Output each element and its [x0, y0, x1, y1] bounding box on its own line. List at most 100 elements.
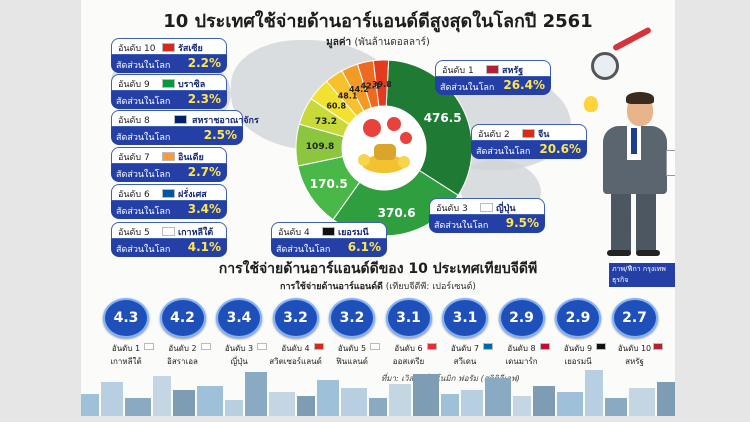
- country-name: ญี่ปุ่น: [496, 204, 516, 214]
- country-label-rank-9: อันดับ 9 บราซิล สัดส่วนในโลก 2.3%: [111, 74, 227, 110]
- share-label: สัดส่วนในโลก: [440, 83, 495, 93]
- share-label: สัดส่วนในโลก: [476, 147, 531, 157]
- businessman-shoe: [607, 250, 631, 256]
- gdp-value-bubble: 2.9: [498, 298, 545, 338]
- share-value: 2.2%: [187, 56, 221, 70]
- slice-value-label: 370.6: [378, 206, 416, 220]
- country-label-rank-2: อันดับ 2 จีนสัดส่วนในโลก 20.6%: [471, 124, 587, 160]
- rank-text: อันดับ 6: [118, 190, 150, 200]
- gdp-rank-text: อันดับ 9: [563, 344, 593, 353]
- gdp-country-label: อันดับ 3 ญี่ปุ่น: [209, 342, 269, 368]
- flag-icon: [200, 343, 211, 350]
- share-value: 6.1%: [347, 240, 381, 254]
- share-value: 4.1%: [187, 240, 221, 254]
- flag-icon: [480, 203, 493, 212]
- skyline-building: [317, 380, 339, 416]
- gdp-country-label: อันดับ 2 อิสราเอล: [153, 342, 213, 368]
- share-label: สัดส่วนในโลก: [116, 207, 171, 217]
- share-label: สัดส่วนในโลก: [276, 245, 331, 255]
- label-header: อันดับ 6 ฝรั่งเศส: [111, 184, 227, 201]
- photo-credit: ภาพ/ฟีกา กรุงเทพธุรกิจ: [609, 263, 675, 287]
- bottom-chart-subtitle: การใช้จ่ายด้านอาร์แอนด์ดี (เทียบจีดีพี: …: [280, 282, 476, 292]
- country-label-rank-6: อันดับ 6 ฝรั่งเศส สัดส่วนในโลก 3.4%: [111, 184, 227, 220]
- donut-chart: 476.5 370.6 170.5 109.8 73.2 60.848.144.242.1…: [295, 59, 473, 237]
- country-label-rank-5: อันดับ 5 เกาหลีใต้ สัดส่วนในโลก 4.1%: [111, 222, 227, 258]
- rank-text: อันดับ 5: [118, 228, 150, 238]
- gdp-country-name: ออสเตรีย: [392, 357, 425, 366]
- gdp-country-name: สวีเดน: [453, 357, 477, 366]
- share-value: 2.5%: [203, 128, 237, 142]
- slice-value-label: 73.2: [315, 117, 337, 127]
- share-label: สัดส่วนในโลก: [116, 245, 171, 255]
- skyline-building: [441, 394, 459, 416]
- clipboard-icon: [666, 150, 675, 176]
- flag-icon: [257, 343, 267, 350]
- country-label-rank-10: อันดับ 10 รัสเซียสัดส่วนในโลก 2.2%: [111, 38, 227, 74]
- gdp-country-name: สหรัฐ: [625, 357, 644, 366]
- rank-text: อันดับ 3: [436, 204, 468, 214]
- gdp-country-name: ญี่ปุ่น: [230, 357, 248, 366]
- skyline-building: [557, 392, 583, 416]
- share-label: สัดส่วนในโลก: [434, 221, 489, 231]
- skyline-building: [389, 384, 411, 416]
- share-label: สัดส่วนในโลก: [116, 97, 171, 107]
- gdp-value-bubble: 4.2: [159, 298, 206, 338]
- flag-icon: [313, 343, 324, 350]
- flag-icon: [426, 343, 437, 350]
- gdp-rank-text: อันดับ 8: [507, 344, 536, 353]
- label-header: อันดับ 2 จีน: [471, 124, 587, 141]
- businessman-tie: [631, 128, 637, 154]
- share-label: สัดส่วนในโลก: [116, 61, 171, 71]
- share-label: สัดส่วนในโลก: [116, 133, 171, 143]
- share-value: 2.7%: [187, 165, 221, 179]
- country-label-rank-4: อันดับ 4 เยอรมนี สัดส่วนในโลก 6.1%: [271, 222, 387, 258]
- gdp-value-bubble: 3.4: [216, 298, 262, 338]
- flag-icon: [162, 152, 175, 161]
- country-name: สหราชอาณาจักร: [192, 116, 259, 126]
- flag-icon: [144, 343, 154, 350]
- skyline-building: [533, 386, 555, 416]
- magnifier-icon: [591, 52, 619, 80]
- flag-icon: [522, 129, 535, 138]
- gdp-rank-text: อันดับ 10: [617, 344, 652, 353]
- flag-icon: [162, 79, 175, 88]
- gears-coins-icon: [358, 117, 412, 173]
- share-value: 20.6%: [539, 142, 581, 156]
- gdp-rank-text: อันดับ 1: [111, 344, 141, 353]
- label-share: สัดส่วนในโลก 20.6%: [471, 141, 587, 159]
- skyline-building: [461, 390, 483, 416]
- rank-text: อันดับ 7: [118, 153, 150, 163]
- label-share: สัดส่วนในโลก 2.5%: [111, 127, 243, 145]
- rank-text: อันดับ 1: [442, 66, 474, 76]
- gdp-rank-text: อันดับ 6: [394, 344, 423, 353]
- gdp-rank-text: อันดับ 7: [450, 344, 480, 353]
- country-label-rank-3: อันดับ 3 ญี่ปุ่น สัดส่วนในโลก 9.5%: [429, 198, 545, 234]
- label-share: สัดส่วนในโลก 4.1%: [111, 239, 227, 257]
- country-label-rank-7: อันดับ 7 อินเดีย สัดส่วนในโลก 2.7%: [111, 147, 227, 183]
- gdp-country-label: อันดับ 4 สวิตเซอร์แลนด์: [266, 342, 326, 368]
- skyline-building: [413, 374, 439, 416]
- skyline-building: [125, 398, 151, 416]
- flag-icon: [162, 227, 175, 236]
- flag-icon: [370, 343, 380, 350]
- skyline-building: [629, 388, 655, 416]
- gdp-rank-text: อันดับ 3: [224, 344, 254, 353]
- slice-value-label: 60.8: [326, 101, 346, 110]
- slice-value-label: 48.1: [338, 91, 358, 100]
- skyline-building: [485, 378, 511, 416]
- gdp-country-label: อันดับ 9 เยอรมนี: [548, 342, 608, 368]
- gdp-country-name: เกาหลีใต้: [110, 357, 142, 366]
- country-name: เยอรมนี: [338, 228, 369, 238]
- slice-value-label: 476.5: [424, 111, 462, 125]
- skyline-building: [173, 390, 195, 416]
- gdp-country-label: อันดับ 10 สหรัฐ: [605, 342, 665, 368]
- rank-text: อันดับ 2: [478, 130, 510, 140]
- country-name: อินเดีย: [178, 153, 204, 163]
- skyline-building: [101, 382, 123, 416]
- label-share: สัดส่วนในโลก 6.1%: [271, 239, 387, 257]
- label-header: อันดับ 10 รัสเซีย: [111, 38, 227, 55]
- gdp-country-name: สวิตเซอร์แลนด์: [269, 357, 322, 366]
- rank-text: อันดับ 9: [118, 80, 150, 90]
- label-share: สัดส่วนในโลก 9.5%: [429, 215, 545, 233]
- country-name: รัสเซีย: [178, 44, 203, 54]
